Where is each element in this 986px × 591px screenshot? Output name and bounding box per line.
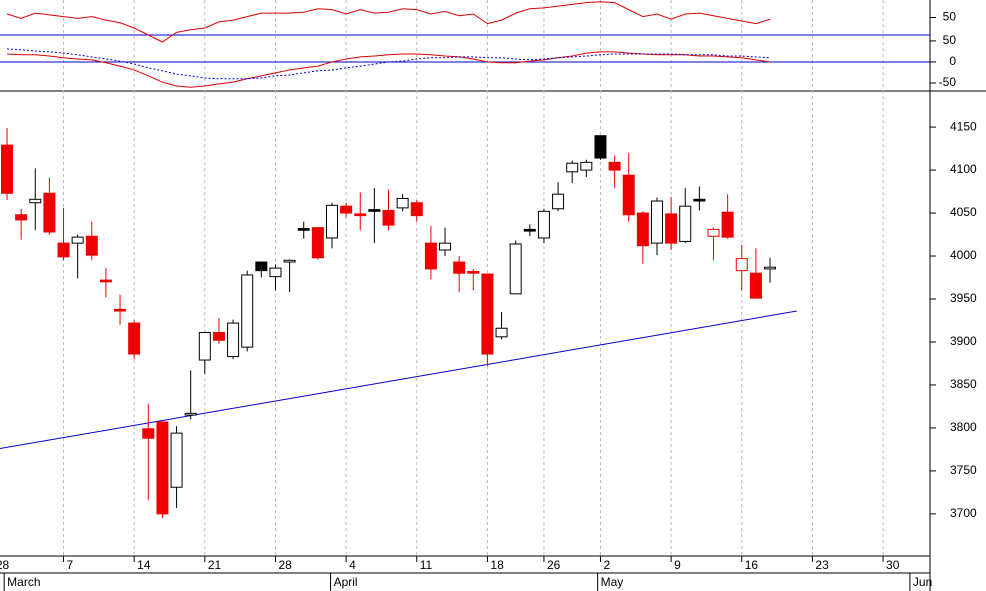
candle-body (580, 161, 593, 171)
candle-body (354, 213, 367, 217)
y-tick-label: 4100 (950, 162, 977, 176)
y-tick-label: 50 (943, 10, 957, 24)
x-tick-label: 26 (547, 558, 561, 572)
y-tick-label: 3900 (950, 334, 977, 348)
x-tick-label: 21 (208, 558, 222, 572)
x-tick-label: 14 (137, 558, 151, 572)
candle-body (43, 192, 56, 233)
y-tick-label: 3800 (950, 420, 977, 434)
candle-body (650, 200, 663, 244)
candle-body (128, 322, 141, 355)
y-tick-label: 4050 (950, 205, 977, 219)
x-tick-label: 28 (0, 558, 10, 572)
candle-body (439, 242, 452, 251)
x-tick-label: 11 (420, 558, 433, 572)
candle-body (311, 227, 324, 259)
candle-body (495, 327, 508, 338)
candle-body (665, 213, 678, 244)
candle-body (255, 261, 268, 272)
x-tick-label: 30 (886, 558, 900, 572)
candle-body (114, 308, 127, 312)
candle-body (636, 212, 649, 247)
candle-body (721, 211, 734, 238)
candle-body (269, 267, 282, 278)
indicator-line (6, 48, 771, 80)
candle-body (552, 193, 565, 210)
indicator-line (6, 51, 771, 88)
candle-body (523, 228, 536, 232)
candle-body (453, 261, 466, 274)
candle-body (156, 421, 169, 515)
candle-body (566, 162, 579, 173)
trendline (0, 310, 797, 450)
candle-body (481, 273, 494, 355)
candle-body (142, 428, 155, 439)
candle-body (15, 214, 28, 221)
candle-body (99, 279, 112, 283)
candle-body (241, 274, 254, 348)
y-tick-label: 3750 (950, 463, 977, 477)
x-tick-label: 9 (674, 558, 681, 572)
x-tick-label: 2 (603, 558, 610, 572)
y-tick-label: 3700 (950, 506, 977, 520)
candle-body (707, 228, 720, 237)
candle-body (608, 161, 621, 171)
candle-body (693, 198, 706, 202)
x-tick-label: 18 (490, 558, 504, 572)
candle-body (424, 242, 437, 270)
month-label: May (601, 575, 624, 589)
candle-body (410, 202, 423, 217)
candle-body (509, 243, 522, 295)
candle-body (749, 272, 762, 299)
candle-body (594, 135, 607, 159)
candle-body (227, 322, 240, 358)
x-tick-label: 7 (67, 558, 74, 572)
y-tick-label: 0 (949, 54, 956, 68)
y-tick-label: 4000 (950, 248, 977, 262)
x-tick-label: 4 (349, 558, 356, 572)
candle-body (368, 209, 381, 212)
candle-body (85, 235, 98, 256)
candle-body (325, 204, 338, 239)
candle-body (764, 266, 777, 270)
y-tick-label: 50 (943, 33, 957, 47)
candle-body (212, 332, 225, 341)
x-tick-label: 28 (278, 558, 292, 572)
candle-body (679, 205, 692, 242)
y-tick-label: 3850 (950, 377, 977, 391)
x-tick-label: 16 (745, 558, 759, 572)
candle-body (735, 258, 748, 272)
candle-body (283, 259, 296, 263)
month-label: April (334, 575, 358, 589)
candle-body (340, 205, 353, 214)
month-label: Jun (913, 575, 932, 589)
candle-body (622, 174, 635, 216)
month-label: March (7, 575, 40, 589)
indicator-line (6, 1, 771, 43)
candle-body (382, 209, 395, 226)
x-tick-label: 23 (815, 558, 829, 572)
candle-body (57, 242, 70, 258)
candle-body (198, 332, 211, 361)
candle-body (1, 144, 13, 194)
candle-body (467, 270, 480, 274)
candle-body (184, 412, 197, 416)
y-tick-label: 3950 (950, 291, 977, 305)
y-tick-label: -50 (939, 75, 957, 89)
candle-body (396, 197, 409, 209)
candle-body (297, 228, 310, 231)
candle-body (537, 210, 550, 239)
y-tick-label: 4150 (950, 119, 977, 133)
candle-body (29, 198, 42, 204)
candle-body (170, 432, 183, 488)
candle-body (71, 236, 84, 244)
